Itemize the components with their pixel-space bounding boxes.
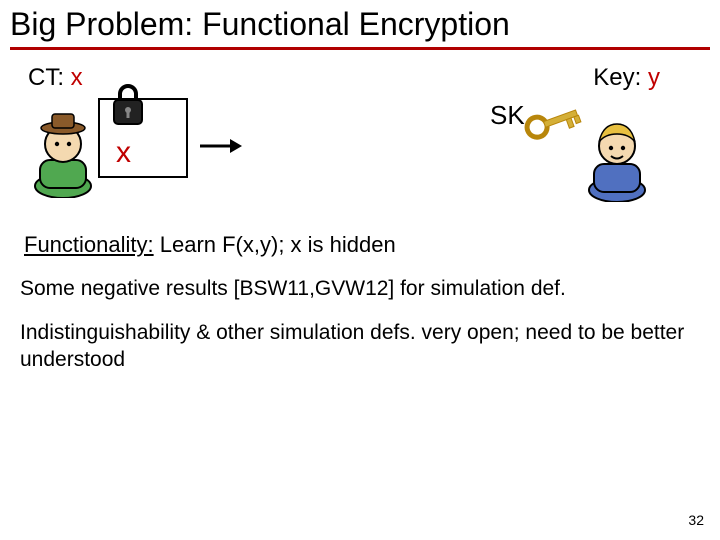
lock-icon (110, 82, 146, 131)
ciphertext-var: x (116, 136, 131, 170)
functionality-text: Learn F(x,y); x is hidden (154, 232, 396, 257)
paragraph-2: Indistinguishability & other simulation … (0, 302, 720, 373)
functionality-line: Functionality: Learn F(x,y); x is hidden (0, 224, 720, 258)
page-number: 32 (688, 512, 704, 528)
slide-title: Big Problem: Functional Encryption (0, 0, 720, 47)
ct-label: CT: x (28, 64, 83, 92)
sender-person-icon (28, 108, 98, 203)
ct-var: x (71, 64, 83, 91)
key-prefix: Key: (593, 64, 648, 91)
ct-prefix: CT: (28, 64, 71, 91)
key-label: Key: y (593, 64, 660, 92)
diagram-area: SK x (0, 94, 720, 224)
key-var: y (648, 64, 660, 91)
receiver-person-icon (582, 112, 652, 207)
key-icon (522, 98, 586, 149)
functionality-label: Functionality: (24, 232, 154, 257)
labels-row: CT: x Key: y (0, 50, 720, 92)
paragraph-1: Some negative results [BSW11,GVW12] for … (0, 258, 720, 302)
sk-label: SK (490, 100, 525, 131)
arrow-icon (198, 136, 242, 161)
